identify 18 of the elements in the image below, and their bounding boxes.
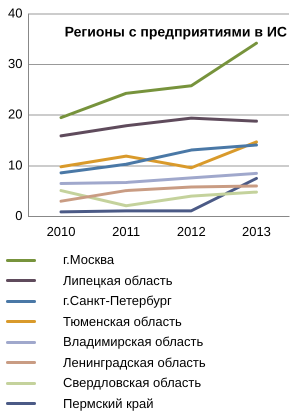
x-tick-label: 2013 (242, 224, 271, 239)
y-tick-label: 0 (15, 208, 22, 223)
x-tick-label: 2010 (46, 224, 76, 239)
x-tick-label: 2012 (176, 224, 206, 239)
legend-label: Тюменская область (63, 312, 182, 331)
text: Регионы с предприятиями в ИС (64, 24, 287, 40)
legend-label: Ленинградская область (63, 354, 206, 372)
x-tick-label: 2011 (112, 224, 140, 239)
legend-label: Свердловская область (63, 374, 202, 392)
y-tick-label: 20 (8, 106, 22, 122)
legend-label: Пермский край (63, 394, 154, 413)
legend-label: г.Санкт-Петербург (63, 292, 172, 310)
legend-label: Липецкая область (63, 272, 172, 290)
y-tick-label: 10 (8, 157, 22, 172)
legend-label: г.Москва (63, 251, 114, 270)
legend-label: Владимирская область (63, 333, 204, 352)
y-tick-label: 40 (8, 5, 22, 20)
y-tick-label: 30 (8, 56, 22, 72)
